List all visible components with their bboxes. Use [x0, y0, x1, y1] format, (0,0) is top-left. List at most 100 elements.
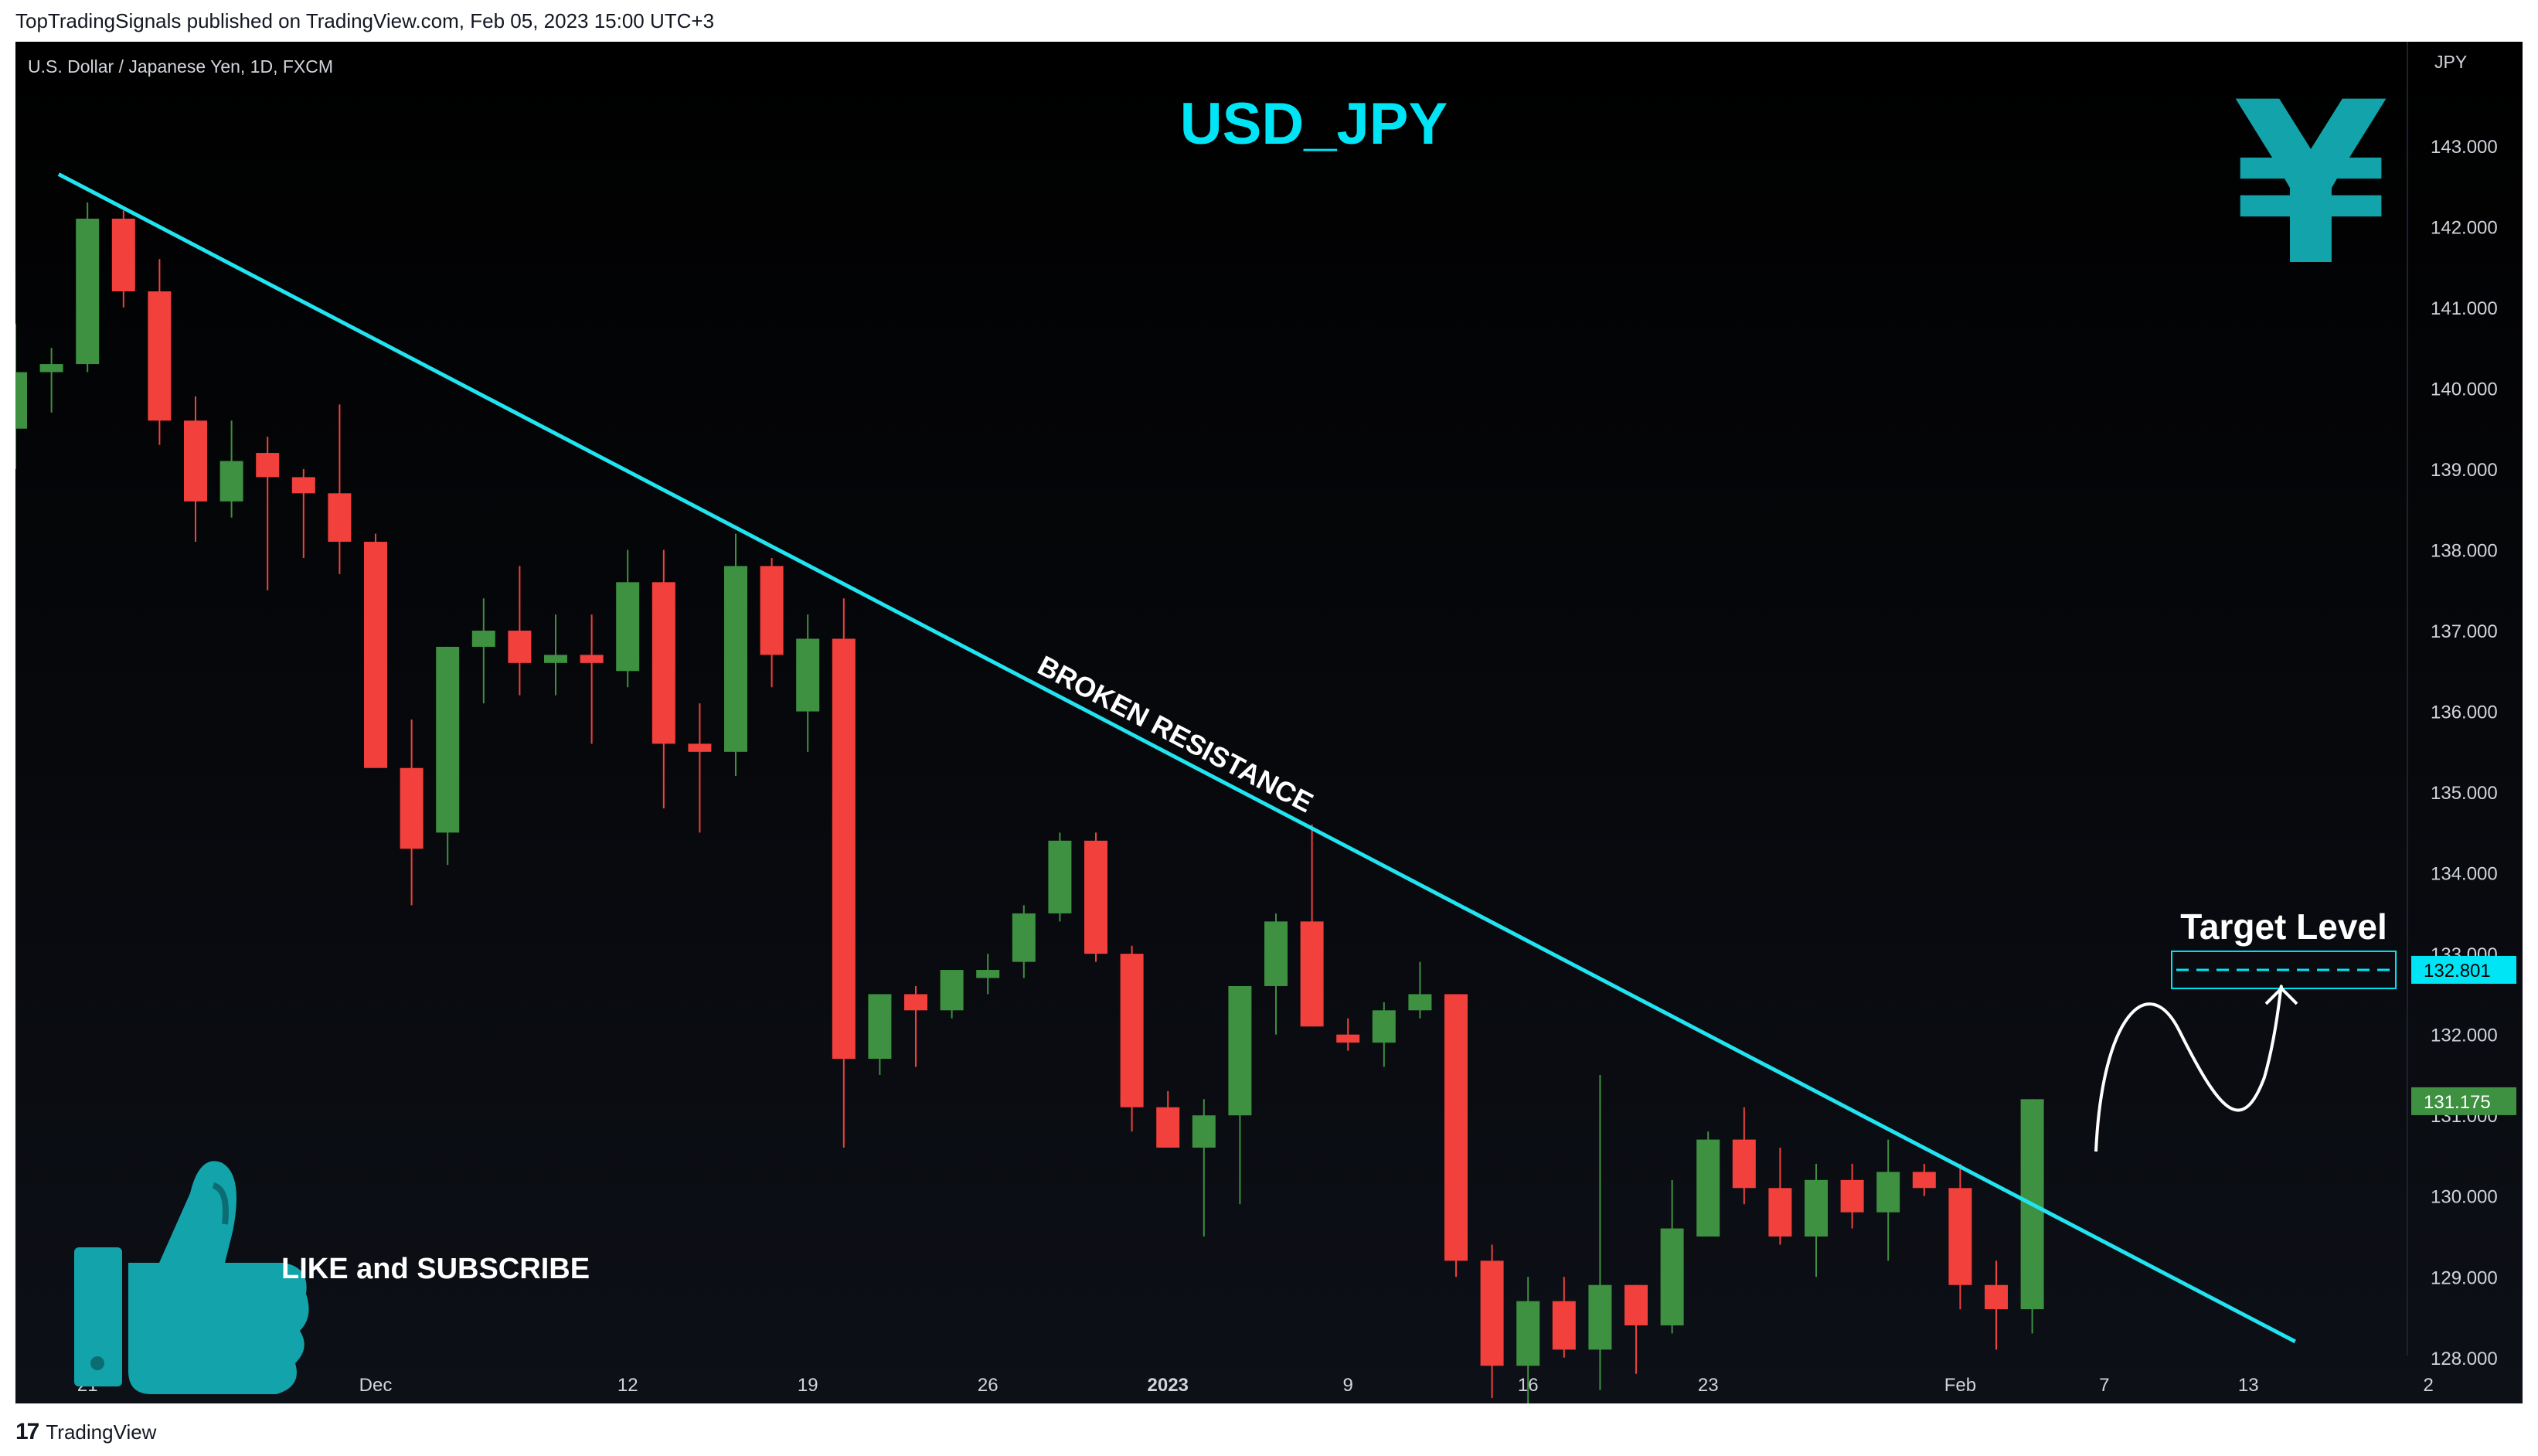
candle-body [256, 453, 280, 478]
y-tick-label: 135.000 [2431, 783, 2498, 804]
candle [1012, 905, 1036, 978]
candle [1084, 832, 1107, 962]
symbol-line: U.S. Dollar / Japanese Yen, 1D, FXCM [28, 56, 333, 77]
x-tick-label: 23 [1698, 1375, 1719, 1396]
candle [15, 323, 27, 469]
candle-body [868, 994, 892, 1060]
candle-body [832, 638, 856, 1060]
candle [796, 614, 820, 752]
candle-body [1156, 1107, 1180, 1148]
y-tick-label: 140.000 [2431, 379, 2498, 400]
candle-body [1588, 1284, 1612, 1350]
publish-line: TopTradingSignals published on TradingVi… [15, 9, 715, 32]
candle [1840, 1163, 1864, 1229]
footer: 17 TradingView [15, 1419, 156, 1445]
candle [904, 985, 927, 1067]
candle-body [1625, 1284, 1648, 1325]
x-tick-label: 2 [2424, 1375, 2434, 1396]
candle [1444, 994, 1468, 1277]
candle [219, 420, 243, 518]
candle-body [976, 970, 1000, 978]
candle [111, 210, 135, 308]
y-tick-label: 128.000 [2431, 1349, 2498, 1369]
candle-body [76, 218, 100, 365]
candle-body [400, 767, 424, 849]
candle-body [15, 372, 27, 429]
last-price-label: 131.175 [2424, 1092, 2491, 1113]
candle [508, 566, 532, 696]
y-tick-label: 134.000 [2431, 864, 2498, 885]
candle [544, 614, 567, 696]
candle-body [1444, 994, 1468, 1261]
candle [184, 396, 207, 543]
x-tick-label: Feb [1944, 1375, 1976, 1396]
candle [400, 719, 424, 906]
candle [76, 202, 100, 373]
chart-background [15, 42, 2523, 1403]
y-tick-label: 136.000 [2431, 702, 2498, 723]
candle-body [1696, 1139, 1720, 1237]
candle [1912, 1163, 1936, 1196]
x-tick-label: 13 [2238, 1375, 2259, 1396]
candlestick-chart[interactable]: U.S. Dollar / Japanese Yen, 1D, FXCM USD… [15, 42, 2523, 1403]
candle-body [1912, 1172, 1936, 1189]
candle-body [1660, 1228, 1684, 1325]
candle-body [1480, 1260, 1504, 1366]
chart-title: USD_JPY [1180, 91, 1448, 157]
candle-body [328, 493, 352, 543]
candle [256, 437, 280, 590]
candle-body [1516, 1301, 1540, 1366]
candle [1696, 1131, 1720, 1237]
candle [652, 549, 675, 808]
candle [1048, 832, 1072, 922]
projection-arrow [2094, 985, 2283, 1152]
candle [616, 549, 640, 688]
candle [1264, 913, 1288, 1035]
candle [39, 348, 63, 413]
x-tick-label: 2023 [1148, 1375, 1189, 1396]
y-tick-label: 142.000 [2431, 217, 2498, 238]
candle [364, 533, 387, 768]
candle-body [436, 646, 460, 833]
x-tick-label: 26 [978, 1375, 999, 1396]
candle-body [1084, 840, 1107, 954]
x-tick-label: 12 [617, 1375, 638, 1396]
candle [1156, 1090, 1180, 1148]
candle-body [544, 655, 567, 663]
currency-label: JPY [2434, 52, 2467, 72]
candle-body [1985, 1284, 2008, 1310]
footer-brand: TradingView [46, 1420, 157, 1444]
candle-body [904, 994, 927, 1011]
candle [1732, 1107, 1756, 1205]
candle [1408, 961, 1432, 1019]
candle-body [1372, 1010, 1396, 1043]
candle-body [1264, 921, 1288, 986]
candle [291, 468, 315, 558]
y-tick-label: 137.000 [2431, 621, 2498, 642]
candle-body [1768, 1188, 1792, 1237]
candle-body [760, 566, 784, 655]
candle-body [471, 631, 495, 647]
yen-icon: ¥ [2233, 55, 2389, 315]
candle [1192, 1099, 1216, 1237]
candle [436, 646, 460, 866]
candle [1588, 1074, 1612, 1390]
candle-body [1300, 921, 1324, 1027]
candle [1948, 1163, 1972, 1310]
y-tick-label: 143.000 [2431, 137, 2498, 158]
candle [832, 598, 856, 1148]
y-tick-label: 132.000 [2431, 1026, 2498, 1046]
y-tick-label: 129.000 [2431, 1267, 2498, 1288]
candle-body [1840, 1179, 1864, 1213]
candle [1480, 1244, 1504, 1399]
candle [328, 404, 352, 574]
x-tick-label: Dec [359, 1375, 393, 1396]
candle-body [580, 655, 604, 663]
candle [1625, 1284, 1648, 1374]
candle-body [796, 638, 820, 712]
candle [1876, 1139, 1900, 1261]
candle [1660, 1179, 1684, 1334]
candle [580, 614, 604, 744]
candle-body [184, 420, 207, 502]
candle-body [1948, 1188, 1972, 1285]
